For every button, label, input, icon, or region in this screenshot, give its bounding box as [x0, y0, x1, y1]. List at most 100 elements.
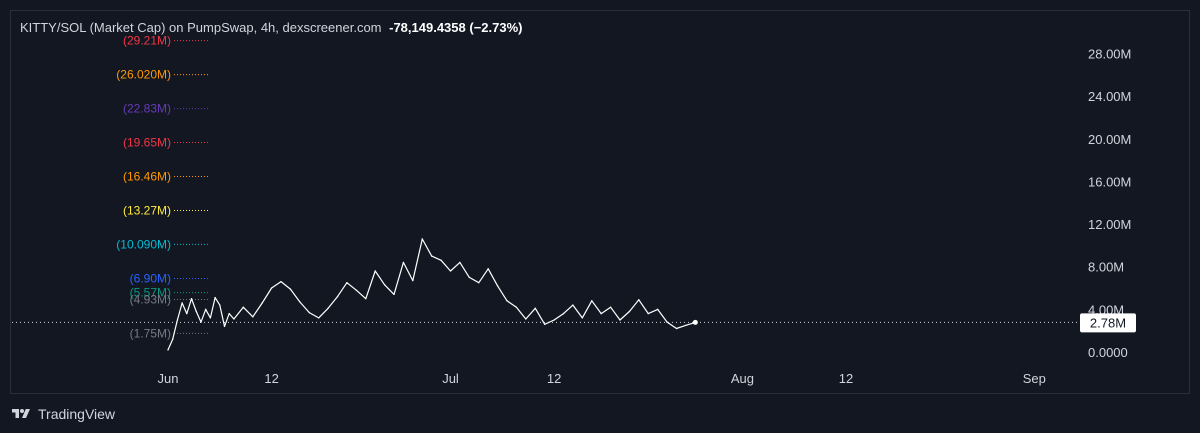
data-point — [209, 317, 212, 319]
data-point — [487, 268, 489, 270]
data-point — [459, 261, 461, 264]
data-point — [534, 307, 536, 309]
data-point — [214, 296, 216, 299]
data-point — [506, 300, 508, 302]
current-price-badge — [1080, 313, 1136, 333]
x-tick-label: Jul — [442, 371, 459, 386]
data-point — [675, 327, 678, 330]
data-point — [412, 279, 414, 282]
data-point — [656, 308, 659, 311]
data-point — [553, 319, 555, 321]
data-point — [449, 270, 452, 272]
data-point — [280, 280, 282, 283]
data-point — [289, 288, 292, 290]
data-point — [327, 307, 329, 309]
data-point — [346, 282, 348, 284]
data-point — [619, 319, 621, 321]
level-label: (22.83M) — [123, 102, 171, 116]
data-point — [525, 318, 527, 320]
data-point — [317, 317, 320, 319]
data-point — [204, 308, 207, 311]
data-point — [609, 306, 612, 308]
level-label: (29.21M) — [123, 34, 171, 48]
data-point — [591, 300, 593, 302]
y-tick-label: 8.00M — [1088, 260, 1124, 275]
data-point — [365, 297, 367, 300]
data-point — [242, 306, 245, 308]
current-price-label: 2.78M — [1090, 315, 1126, 330]
data-point — [252, 316, 254, 318]
data-point — [176, 319, 179, 321]
data-point — [181, 302, 183, 304]
x-tick-label: 12 — [547, 371, 561, 386]
data-point — [478, 282, 480, 284]
data-point — [374, 270, 376, 272]
x-tick-label: Aug — [731, 371, 754, 386]
level-label: (6.90M) — [130, 271, 171, 285]
x-tick-label: Sep — [1023, 371, 1046, 386]
data-point — [393, 293, 395, 296]
x-tick-label: Jun — [158, 371, 179, 386]
data-point — [430, 255, 433, 257]
data-point — [402, 261, 405, 264]
x-tick-label: 12 — [264, 371, 278, 386]
data-point — [383, 284, 386, 286]
data-point — [440, 259, 442, 262]
last-price-dot — [692, 319, 698, 325]
data-point — [336, 295, 339, 298]
data-point — [515, 306, 518, 308]
chart-header: KITTY/SOL (Market Cap) on PumpSwap, 4h, … — [20, 20, 522, 35]
y-tick-label: 24.00M — [1088, 89, 1131, 104]
data-point — [496, 285, 499, 287]
level-label: (13.27M) — [123, 204, 171, 218]
data-point — [628, 310, 631, 313]
data-point — [167, 349, 169, 351]
data-point — [355, 289, 358, 291]
tradingview-footer[interactable]: TradingView — [10, 404, 115, 424]
y-tick-label: 16.00M — [1088, 174, 1131, 189]
tradingview-logo-icon — [12, 409, 30, 418]
data-point — [190, 297, 193, 300]
data-point — [195, 310, 197, 313]
data-point — [299, 301, 301, 303]
chart-title: KITTY/SOL (Market Cap) on PumpSwap, 4h, … — [20, 20, 382, 35]
data-point — [219, 304, 221, 306]
chart-frame — [10, 10, 1190, 394]
data-point — [562, 312, 565, 315]
data-point — [233, 318, 235, 320]
level-label: (5.57M) — [130, 286, 171, 300]
data-point — [186, 312, 188, 315]
data-point — [308, 311, 310, 314]
level-label: (4.93M) — [130, 292, 171, 306]
price-series-line — [167, 238, 696, 351]
data-point — [600, 312, 602, 315]
level-label: (16.46M) — [123, 170, 171, 184]
data-point — [228, 312, 230, 315]
data-point — [638, 299, 640, 301]
y-tick-label: 0.0000 — [1088, 345, 1128, 360]
data-point — [223, 325, 226, 328]
tradingview-brand: TradingView — [38, 406, 116, 422]
data-point — [172, 338, 174, 340]
data-point — [421, 238, 423, 240]
data-point — [543, 323, 546, 325]
y-tick-label: 28.00M — [1088, 47, 1131, 62]
level-label: (26.020M) — [116, 68, 171, 82]
data-point — [647, 312, 649, 315]
data-point — [200, 321, 202, 323]
data-point — [468, 276, 471, 279]
y-tick-label: 12.00M — [1088, 217, 1131, 232]
data-point — [261, 302, 263, 304]
data-point — [666, 321, 668, 323]
level-label: (19.65M) — [123, 136, 171, 150]
level-label: (10.090M) — [116, 237, 171, 251]
level-label: (1.75M) — [130, 326, 171, 340]
data-point — [270, 287, 273, 289]
data-point — [581, 317, 584, 319]
x-tick-label: 12 — [839, 371, 853, 386]
price-change: -78,149.4358 (−2.73%) — [389, 20, 523, 35]
data-point — [685, 324, 687, 327]
y-tick-label: 20.00M — [1088, 132, 1131, 147]
data-point — [572, 304, 574, 306]
